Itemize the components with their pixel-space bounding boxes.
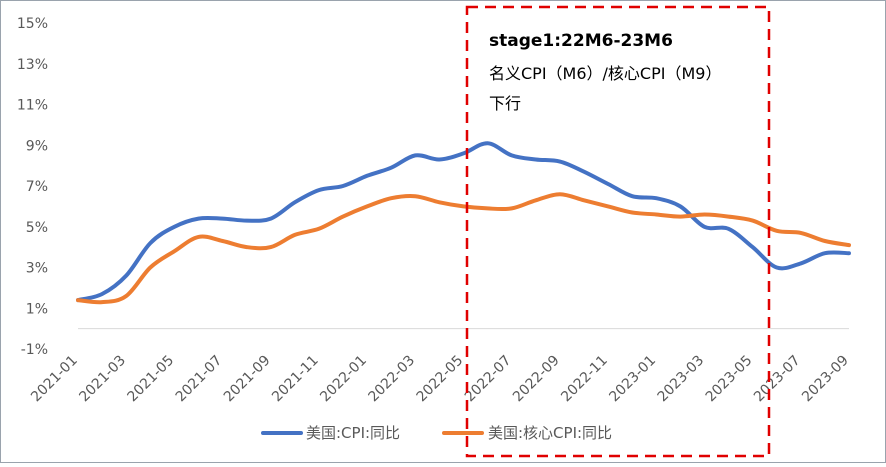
x-tick-label: 2021-09 [221, 353, 274, 406]
legend-label-core-cpi: 美国:核心CPI:同比 [488, 424, 612, 442]
y-tick-label: 11% [17, 98, 48, 114]
y-tick-label: 3% [26, 261, 48, 277]
annotation-title: stage1:22M6-23M6 [489, 31, 673, 51]
x-tick-label: 2022-11 [558, 353, 611, 406]
x-tick-label: 2022-05 [414, 353, 467, 406]
y-tick-label: -1% [21, 342, 48, 358]
x-tick-label: 2022-09 [510, 353, 563, 406]
x-tick-label: 2022-03 [365, 353, 418, 406]
x-tick-label: 2022-07 [462, 353, 515, 406]
x-tick-label: 2023-09 [799, 353, 852, 406]
annotation-line-1: 名义CPI（M6）/核心CPI（M9） [489, 64, 721, 83]
x-tick-label: 2021-01 [28, 353, 81, 406]
y-tick-label: 5% [26, 220, 48, 236]
x-tick-label: 2021-07 [173, 353, 226, 406]
y-tick-label: 15% [17, 16, 48, 32]
y-tick-label: 1% [26, 301, 48, 317]
y-tick-label: 13% [17, 57, 48, 73]
legend: 美国:CPI:同比 美国:核心CPI:同比 [261, 424, 612, 442]
x-tick-label: 2023-03 [655, 353, 708, 406]
x-axis-tick-labels: 2021-012021-032021-052021-072021-092021-… [28, 353, 852, 406]
y-axis-tick-labels: -1% 1% 3% 5% 7% 9% 11% 13% 15% [17, 16, 48, 358]
series-lines [76, 141, 851, 305]
x-tick-label: 2022-01 [317, 353, 370, 406]
x-tick-label: 2023-07 [751, 353, 804, 406]
y-tick-label: 7% [26, 179, 48, 195]
x-tick-label: 2021-03 [76, 353, 129, 406]
y-tick-label: 9% [26, 138, 48, 154]
series-line-core-cpi [76, 192, 851, 305]
annotation-line-2: 下行 [489, 94, 521, 113]
legend-label-cpi: 美国:CPI:同比 [306, 424, 400, 442]
x-tick-label: 2021-05 [125, 353, 178, 406]
series-line-cpi [76, 141, 851, 303]
x-tick-label: 2023-01 [606, 353, 659, 406]
x-tick-label: 2023-05 [703, 353, 756, 406]
x-tick-label: 2021-11 [269, 353, 322, 406]
stage1-highlight-box [465, 5, 771, 458]
